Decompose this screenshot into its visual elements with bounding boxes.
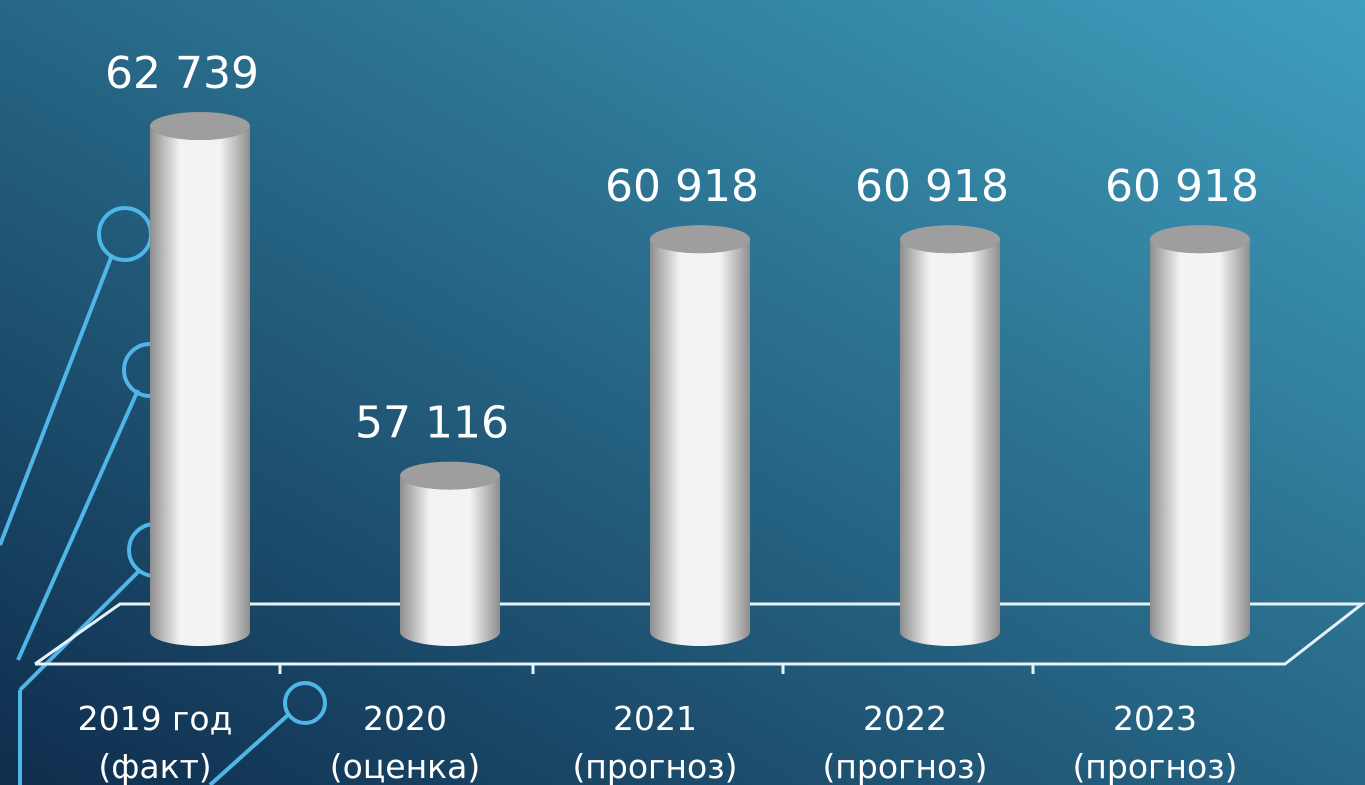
value-label-2: 57 116: [355, 398, 509, 449]
bar-top-2: [400, 461, 500, 490]
bar-1: [150, 125, 250, 646]
bar-5: [1150, 239, 1250, 646]
category-label-2-line-2: (оценка): [330, 747, 480, 785]
value-label-5: 60 918: [1105, 161, 1259, 212]
category-label-1-line-2: (факт): [98, 747, 211, 785]
bar-4: [900, 239, 1000, 646]
bar-top-1: [150, 111, 250, 140]
category-labels-group: 2019 год (факт) 2020 (оценка) 2021 (прогноз) 2…: [78, 699, 1238, 785]
category-label-2-line-1: 2020: [363, 699, 447, 738]
value-label-3: 60 918: [605, 161, 759, 212]
category-label-3-line-2: (прогноз): [572, 747, 737, 785]
category-label-1-line-1: 2019 год: [78, 699, 233, 738]
value-label-4: 60 918: [855, 161, 1009, 212]
value-label-1: 62 739: [105, 48, 259, 99]
bar-top-4: [900, 225, 1000, 254]
category-label-3-line-1: 2021: [613, 699, 697, 738]
category-label-5-line-2: (прогноз): [1072, 747, 1237, 785]
bars-group: [150, 111, 1250, 646]
bar-top-3: [650, 225, 750, 254]
category-label-4-line-1: 2022: [863, 699, 947, 738]
bar-3: [650, 239, 750, 646]
bar-top-5: [1150, 225, 1250, 254]
category-label-5-line-1: 2023: [1113, 699, 1197, 738]
value-labels-group: 62 739 57 116 60 918 60 918 60 918: [105, 48, 1259, 449]
category-label-4-line-2: (прогноз): [822, 747, 987, 785]
bar-2: [400, 475, 500, 646]
chart-floor: [34, 602, 1365, 674]
